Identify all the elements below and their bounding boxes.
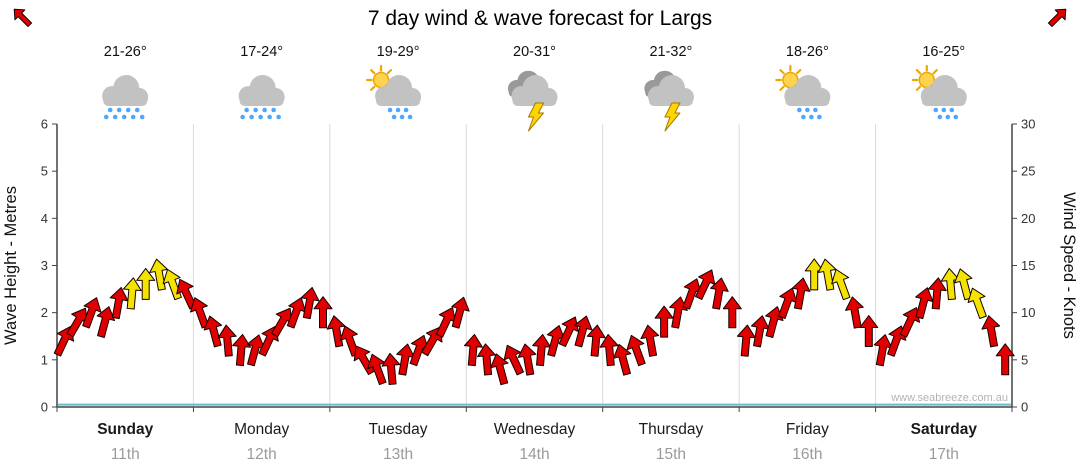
day-date-label: 15th	[656, 446, 686, 463]
watermark: www.seabreeze.com.au	[891, 392, 1008, 404]
wind-arrow	[96, 306, 116, 338]
weather-icon-storm	[644, 70, 694, 132]
day-name-label: Friday	[786, 421, 829, 438]
wind-arrow	[203, 315, 223, 348]
left-tick-label: 3	[41, 258, 48, 273]
wind-arrow	[669, 296, 688, 329]
wind-arrow	[558, 316, 579, 348]
wind-arrow	[612, 343, 632, 376]
right-tick-label: 30	[1021, 117, 1035, 132]
left-axis-title: Wave Height - Metres	[2, 186, 20, 345]
day-date-label: 13th	[383, 446, 413, 463]
prev-forecast-arrow-icon[interactable]	[8, 3, 36, 31]
day-name-label: Thursday	[639, 421, 704, 438]
wind-arrow	[940, 267, 960, 301]
right-tick-label: 20	[1021, 211, 1035, 226]
right-axis-title: Wind Speed - Knots	[1060, 192, 1078, 339]
wind-arrow	[490, 353, 509, 386]
left-tick-label: 2	[41, 305, 48, 320]
temp-range-label: 19-29°	[377, 44, 420, 60]
right-tick-label: 15	[1021, 258, 1035, 273]
wind-arrow	[109, 286, 129, 320]
left-tick-label: 1	[41, 352, 48, 367]
temp-range-label: 17-24°	[240, 44, 283, 60]
day-name-label: Sunday	[97, 421, 153, 438]
wind-arrow	[954, 268, 973, 301]
wind-arrow	[136, 267, 156, 300]
wind-arrow	[710, 277, 729, 310]
wind-arrow	[217, 324, 237, 357]
wind-arrow	[381, 352, 401, 386]
wind-arrow	[313, 296, 333, 329]
wind-arrow	[232, 333, 252, 367]
day-date-label: 11th	[111, 446, 140, 463]
right-tick-label: 5	[1021, 352, 1028, 367]
day-date-label: 14th	[519, 446, 549, 463]
wind-arrow	[300, 286, 320, 320]
wind-arrow	[981, 315, 1001, 348]
wind-arrow	[845, 296, 864, 329]
wind-arrow	[927, 277, 947, 310]
weather-icon-storm	[507, 70, 558, 132]
wind-arrow	[503, 344, 525, 376]
wind-arrow	[722, 296, 742, 329]
page-title: 7 day wind & wave forecast for Largs	[367, 7, 713, 30]
wind-arrow	[367, 353, 387, 386]
wind-arrow	[640, 324, 660, 357]
weather-icon-sun-shower	[365, 64, 422, 120]
wind-arrow	[859, 315, 879, 347]
weather-icon-rain	[238, 75, 285, 120]
wind-arrow	[517, 343, 537, 376]
wind-arrow	[967, 287, 987, 319]
temp-range-label: 18-26°	[786, 44, 829, 60]
right-tick-label: 0	[1021, 400, 1028, 415]
wind-arrow	[626, 334, 646, 367]
wind-arrow	[791, 277, 811, 310]
wind-arrow	[451, 296, 470, 329]
day-name-label: Monday	[234, 421, 289, 438]
left-tick-label: 0	[41, 400, 48, 415]
wind-arrow	[654, 305, 674, 338]
left-tick-label: 5	[41, 164, 48, 179]
wind-arrow	[122, 277, 142, 310]
right-tick-label: 10	[1021, 305, 1035, 320]
day-name-label: Saturday	[911, 421, 978, 438]
wind-arrow	[899, 307, 921, 338]
wind-arrow	[995, 343, 1015, 376]
weather-icon-sun-shower	[775, 64, 831, 120]
wind-arrow	[82, 297, 102, 329]
weather-icon-sun-shower	[911, 64, 967, 120]
left-tick-label: 6	[41, 117, 48, 132]
wind-arrow	[831, 268, 851, 301]
next-forecast-arrow-icon[interactable]	[1044, 3, 1072, 31]
wind-arrow	[463, 333, 483, 367]
day-date-label: 17th	[929, 446, 959, 463]
day-date-label: 16th	[792, 446, 822, 463]
left-tick-label: 4	[41, 211, 48, 226]
wind-arrow	[736, 324, 756, 357]
temp-range-label: 21-32°	[649, 44, 692, 60]
right-tick-label: 25	[1021, 164, 1035, 179]
day-name-label: Wednesday	[494, 421, 576, 438]
wind-arrow	[915, 287, 934, 320]
temp-range-label: 20-31°	[513, 44, 556, 60]
wind-arrow	[574, 315, 593, 348]
wind-arrow	[586, 324, 606, 357]
weather-icon-rain	[102, 75, 149, 120]
day-date-label: 12th	[247, 446, 277, 463]
temp-range-label: 16-25°	[922, 44, 965, 60]
day-name-label: Tuesday	[369, 421, 428, 438]
temp-range-label: 21-26°	[104, 44, 147, 60]
wind-arrow	[694, 269, 716, 300]
wind-arrow	[804, 258, 824, 291]
